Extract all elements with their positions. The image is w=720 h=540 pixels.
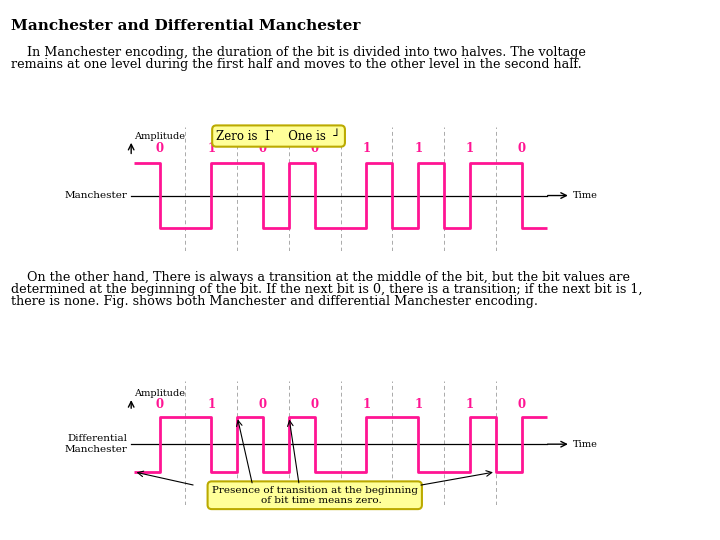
Text: 1: 1 xyxy=(414,141,422,154)
Text: 1: 1 xyxy=(414,397,422,410)
Text: Amplitude: Amplitude xyxy=(134,132,185,140)
Text: 0: 0 xyxy=(156,397,163,410)
Text: Differential
Manchester: Differential Manchester xyxy=(65,435,127,454)
Text: Time: Time xyxy=(573,440,598,449)
Text: 1: 1 xyxy=(207,397,215,410)
Text: Amplitude: Amplitude xyxy=(134,389,185,399)
Text: In Manchester encoding, the duration of the bit is divided into two halves. The : In Manchester encoding, the duration of … xyxy=(11,46,585,59)
Text: remains at one level during the first half and moves to the other level in the s: remains at one level during the first ha… xyxy=(11,58,582,71)
Text: 0: 0 xyxy=(518,141,526,154)
Text: 1: 1 xyxy=(362,141,371,154)
Text: 1: 1 xyxy=(362,397,371,410)
Text: 1: 1 xyxy=(207,141,215,154)
Text: 1: 1 xyxy=(466,141,474,154)
Text: 1: 1 xyxy=(466,397,474,410)
Text: 0: 0 xyxy=(259,141,267,154)
Text: 0: 0 xyxy=(156,141,163,154)
Text: determined at the beginning of the bit. If the next bit is 0, there is a transit: determined at the beginning of the bit. … xyxy=(11,283,642,296)
Text: 0: 0 xyxy=(518,397,526,410)
Text: Time: Time xyxy=(573,191,598,200)
Text: 0: 0 xyxy=(311,397,319,410)
Text: there is none. Fig. shows both Manchester and differential Manchester encoding.: there is none. Fig. shows both Mancheste… xyxy=(11,295,538,308)
Text: Presence of transition at the beginning
    of bit time means zero.: Presence of transition at the beginning … xyxy=(212,485,418,505)
Text: 0: 0 xyxy=(259,397,267,410)
Text: Zero is  Γ    One is  ┘: Zero is Γ One is ┘ xyxy=(216,130,341,143)
Text: Manchester: Manchester xyxy=(65,191,127,200)
Text: Manchester and Differential Manchester: Manchester and Differential Manchester xyxy=(11,19,360,33)
Text: On the other hand, There is always a transition at the middle of the bit, but th: On the other hand, There is always a tra… xyxy=(11,271,630,284)
Text: 0: 0 xyxy=(311,141,319,154)
